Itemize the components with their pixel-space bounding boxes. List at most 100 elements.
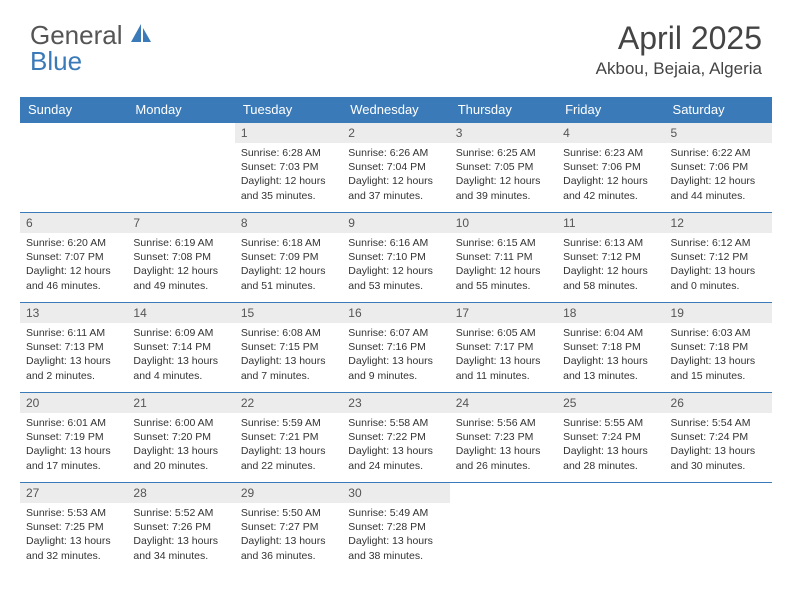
daylight-text: Daylight: 12 hours and 44 minutes. bbox=[671, 174, 766, 202]
sunset-text: Sunset: 7:24 PM bbox=[671, 430, 766, 444]
sunrise-text: Sunrise: 5:52 AM bbox=[133, 506, 228, 520]
sunset-text: Sunset: 7:24 PM bbox=[563, 430, 658, 444]
day-number: 23 bbox=[342, 393, 449, 413]
daylight-text: Daylight: 13 hours and 7 minutes. bbox=[241, 354, 336, 382]
sunset-text: Sunset: 7:22 PM bbox=[348, 430, 443, 444]
calendar-day-cell: 12Sunrise: 6:12 AMSunset: 7:12 PMDayligh… bbox=[665, 213, 772, 303]
calendar-day-cell bbox=[127, 123, 234, 213]
sunset-text: Sunset: 7:23 PM bbox=[456, 430, 551, 444]
calendar-day-cell: 1Sunrise: 6:28 AMSunset: 7:03 PMDaylight… bbox=[235, 123, 342, 213]
daylight-text: Daylight: 12 hours and 49 minutes. bbox=[133, 264, 228, 292]
weekday-header: Friday bbox=[557, 97, 664, 123]
day-number: 11 bbox=[557, 213, 664, 233]
day-info: Sunrise: 6:08 AMSunset: 7:15 PMDaylight:… bbox=[235, 323, 342, 386]
calendar-table: Sunday Monday Tuesday Wednesday Thursday… bbox=[20, 97, 772, 573]
daylight-text: Daylight: 13 hours and 4 minutes. bbox=[133, 354, 228, 382]
day-number: 6 bbox=[20, 213, 127, 233]
sunrise-text: Sunrise: 6:05 AM bbox=[456, 326, 551, 340]
day-number: 15 bbox=[235, 303, 342, 323]
sunrise-text: Sunrise: 6:09 AM bbox=[133, 326, 228, 340]
daylight-text: Daylight: 12 hours and 53 minutes. bbox=[348, 264, 443, 292]
sunset-text: Sunset: 7:09 PM bbox=[241, 250, 336, 264]
calendar-day-cell: 11Sunrise: 6:13 AMSunset: 7:12 PMDayligh… bbox=[557, 213, 664, 303]
calendar-week-row: 20Sunrise: 6:01 AMSunset: 7:19 PMDayligh… bbox=[20, 393, 772, 483]
day-number: 18 bbox=[557, 303, 664, 323]
calendar-day-cell: 17Sunrise: 6:05 AMSunset: 7:17 PMDayligh… bbox=[450, 303, 557, 393]
logo-sail-icon bbox=[129, 22, 153, 49]
calendar-day-cell: 15Sunrise: 6:08 AMSunset: 7:15 PMDayligh… bbox=[235, 303, 342, 393]
day-number: 1 bbox=[235, 123, 342, 143]
calendar-week-row: 27Sunrise: 5:53 AMSunset: 7:25 PMDayligh… bbox=[20, 483, 772, 573]
day-number: 9 bbox=[342, 213, 449, 233]
calendar-day-cell: 18Sunrise: 6:04 AMSunset: 7:18 PMDayligh… bbox=[557, 303, 664, 393]
day-number: 28 bbox=[127, 483, 234, 503]
day-number: 20 bbox=[20, 393, 127, 413]
daylight-text: Daylight: 13 hours and 13 minutes. bbox=[563, 354, 658, 382]
daylight-text: Daylight: 12 hours and 55 minutes. bbox=[456, 264, 551, 292]
location-subtitle: Akbou, Bejaia, Algeria bbox=[596, 59, 762, 79]
daylight-text: Daylight: 13 hours and 9 minutes. bbox=[348, 354, 443, 382]
sunset-text: Sunset: 7:28 PM bbox=[348, 520, 443, 534]
calendar-week-row: 1Sunrise: 6:28 AMSunset: 7:03 PMDaylight… bbox=[20, 123, 772, 213]
day-number: 10 bbox=[450, 213, 557, 233]
weekday-header: Saturday bbox=[665, 97, 772, 123]
calendar-day-cell: 21Sunrise: 6:00 AMSunset: 7:20 PMDayligh… bbox=[127, 393, 234, 483]
calendar-day-cell: 4Sunrise: 6:23 AMSunset: 7:06 PMDaylight… bbox=[557, 123, 664, 213]
sunset-text: Sunset: 7:08 PM bbox=[133, 250, 228, 264]
daylight-text: Daylight: 13 hours and 24 minutes. bbox=[348, 444, 443, 472]
sunset-text: Sunset: 7:14 PM bbox=[133, 340, 228, 354]
day-info: Sunrise: 6:26 AMSunset: 7:04 PMDaylight:… bbox=[342, 143, 449, 206]
calendar-day-cell: 9Sunrise: 6:16 AMSunset: 7:10 PMDaylight… bbox=[342, 213, 449, 303]
day-number: 4 bbox=[557, 123, 664, 143]
calendar-day-cell: 7Sunrise: 6:19 AMSunset: 7:08 PMDaylight… bbox=[127, 213, 234, 303]
sunrise-text: Sunrise: 6:20 AM bbox=[26, 236, 121, 250]
daylight-text: Daylight: 13 hours and 22 minutes. bbox=[241, 444, 336, 472]
daylight-text: Daylight: 13 hours and 36 minutes. bbox=[241, 534, 336, 562]
sunset-text: Sunset: 7:12 PM bbox=[671, 250, 766, 264]
calendar-day-cell: 23Sunrise: 5:58 AMSunset: 7:22 PMDayligh… bbox=[342, 393, 449, 483]
day-number: 16 bbox=[342, 303, 449, 323]
day-number: 27 bbox=[20, 483, 127, 503]
sunrise-text: Sunrise: 5:50 AM bbox=[241, 506, 336, 520]
day-info: Sunrise: 6:13 AMSunset: 7:12 PMDaylight:… bbox=[557, 233, 664, 296]
daylight-text: Daylight: 13 hours and 34 minutes. bbox=[133, 534, 228, 562]
day-info: Sunrise: 5:56 AMSunset: 7:23 PMDaylight:… bbox=[450, 413, 557, 476]
sunrise-text: Sunrise: 6:19 AM bbox=[133, 236, 228, 250]
day-info: Sunrise: 6:01 AMSunset: 7:19 PMDaylight:… bbox=[20, 413, 127, 476]
calendar-day-cell: 20Sunrise: 6:01 AMSunset: 7:19 PMDayligh… bbox=[20, 393, 127, 483]
sunset-text: Sunset: 7:11 PM bbox=[456, 250, 551, 264]
day-info: Sunrise: 6:25 AMSunset: 7:05 PMDaylight:… bbox=[450, 143, 557, 206]
weekday-header: Monday bbox=[127, 97, 234, 123]
calendar-day-cell bbox=[450, 483, 557, 573]
daylight-text: Daylight: 13 hours and 38 minutes. bbox=[348, 534, 443, 562]
day-info: Sunrise: 6:19 AMSunset: 7:08 PMDaylight:… bbox=[127, 233, 234, 296]
sunset-text: Sunset: 7:04 PM bbox=[348, 160, 443, 174]
sunset-text: Sunset: 7:12 PM bbox=[563, 250, 658, 264]
daylight-text: Daylight: 12 hours and 37 minutes. bbox=[348, 174, 443, 202]
weekday-header: Sunday bbox=[20, 97, 127, 123]
weekday-header: Wednesday bbox=[342, 97, 449, 123]
daylight-text: Daylight: 13 hours and 15 minutes. bbox=[671, 354, 766, 382]
sunset-text: Sunset: 7:18 PM bbox=[671, 340, 766, 354]
day-info: Sunrise: 5:53 AMSunset: 7:25 PMDaylight:… bbox=[20, 503, 127, 566]
day-info: Sunrise: 6:00 AMSunset: 7:20 PMDaylight:… bbox=[127, 413, 234, 476]
day-number: 3 bbox=[450, 123, 557, 143]
sunrise-text: Sunrise: 6:07 AM bbox=[348, 326, 443, 340]
page-title: April 2025 bbox=[596, 20, 762, 57]
day-number: 17 bbox=[450, 303, 557, 323]
day-info: Sunrise: 5:54 AMSunset: 7:24 PMDaylight:… bbox=[665, 413, 772, 476]
calendar-day-cell: 22Sunrise: 5:59 AMSunset: 7:21 PMDayligh… bbox=[235, 393, 342, 483]
sunset-text: Sunset: 7:07 PM bbox=[26, 250, 121, 264]
sunrise-text: Sunrise: 6:04 AM bbox=[563, 326, 658, 340]
sunrise-text: Sunrise: 6:13 AM bbox=[563, 236, 658, 250]
sunrise-text: Sunrise: 5:59 AM bbox=[241, 416, 336, 430]
daylight-text: Daylight: 13 hours and 17 minutes. bbox=[26, 444, 121, 472]
day-info: Sunrise: 5:52 AMSunset: 7:26 PMDaylight:… bbox=[127, 503, 234, 566]
daylight-text: Daylight: 13 hours and 26 minutes. bbox=[456, 444, 551, 472]
sunset-text: Sunset: 7:06 PM bbox=[671, 160, 766, 174]
sunset-text: Sunset: 7:10 PM bbox=[348, 250, 443, 264]
day-info: Sunrise: 6:04 AMSunset: 7:18 PMDaylight:… bbox=[557, 323, 664, 386]
day-info: Sunrise: 6:12 AMSunset: 7:12 PMDaylight:… bbox=[665, 233, 772, 296]
calendar-day-cell: 5Sunrise: 6:22 AMSunset: 7:06 PMDaylight… bbox=[665, 123, 772, 213]
daylight-text: Daylight: 12 hours and 51 minutes. bbox=[241, 264, 336, 292]
